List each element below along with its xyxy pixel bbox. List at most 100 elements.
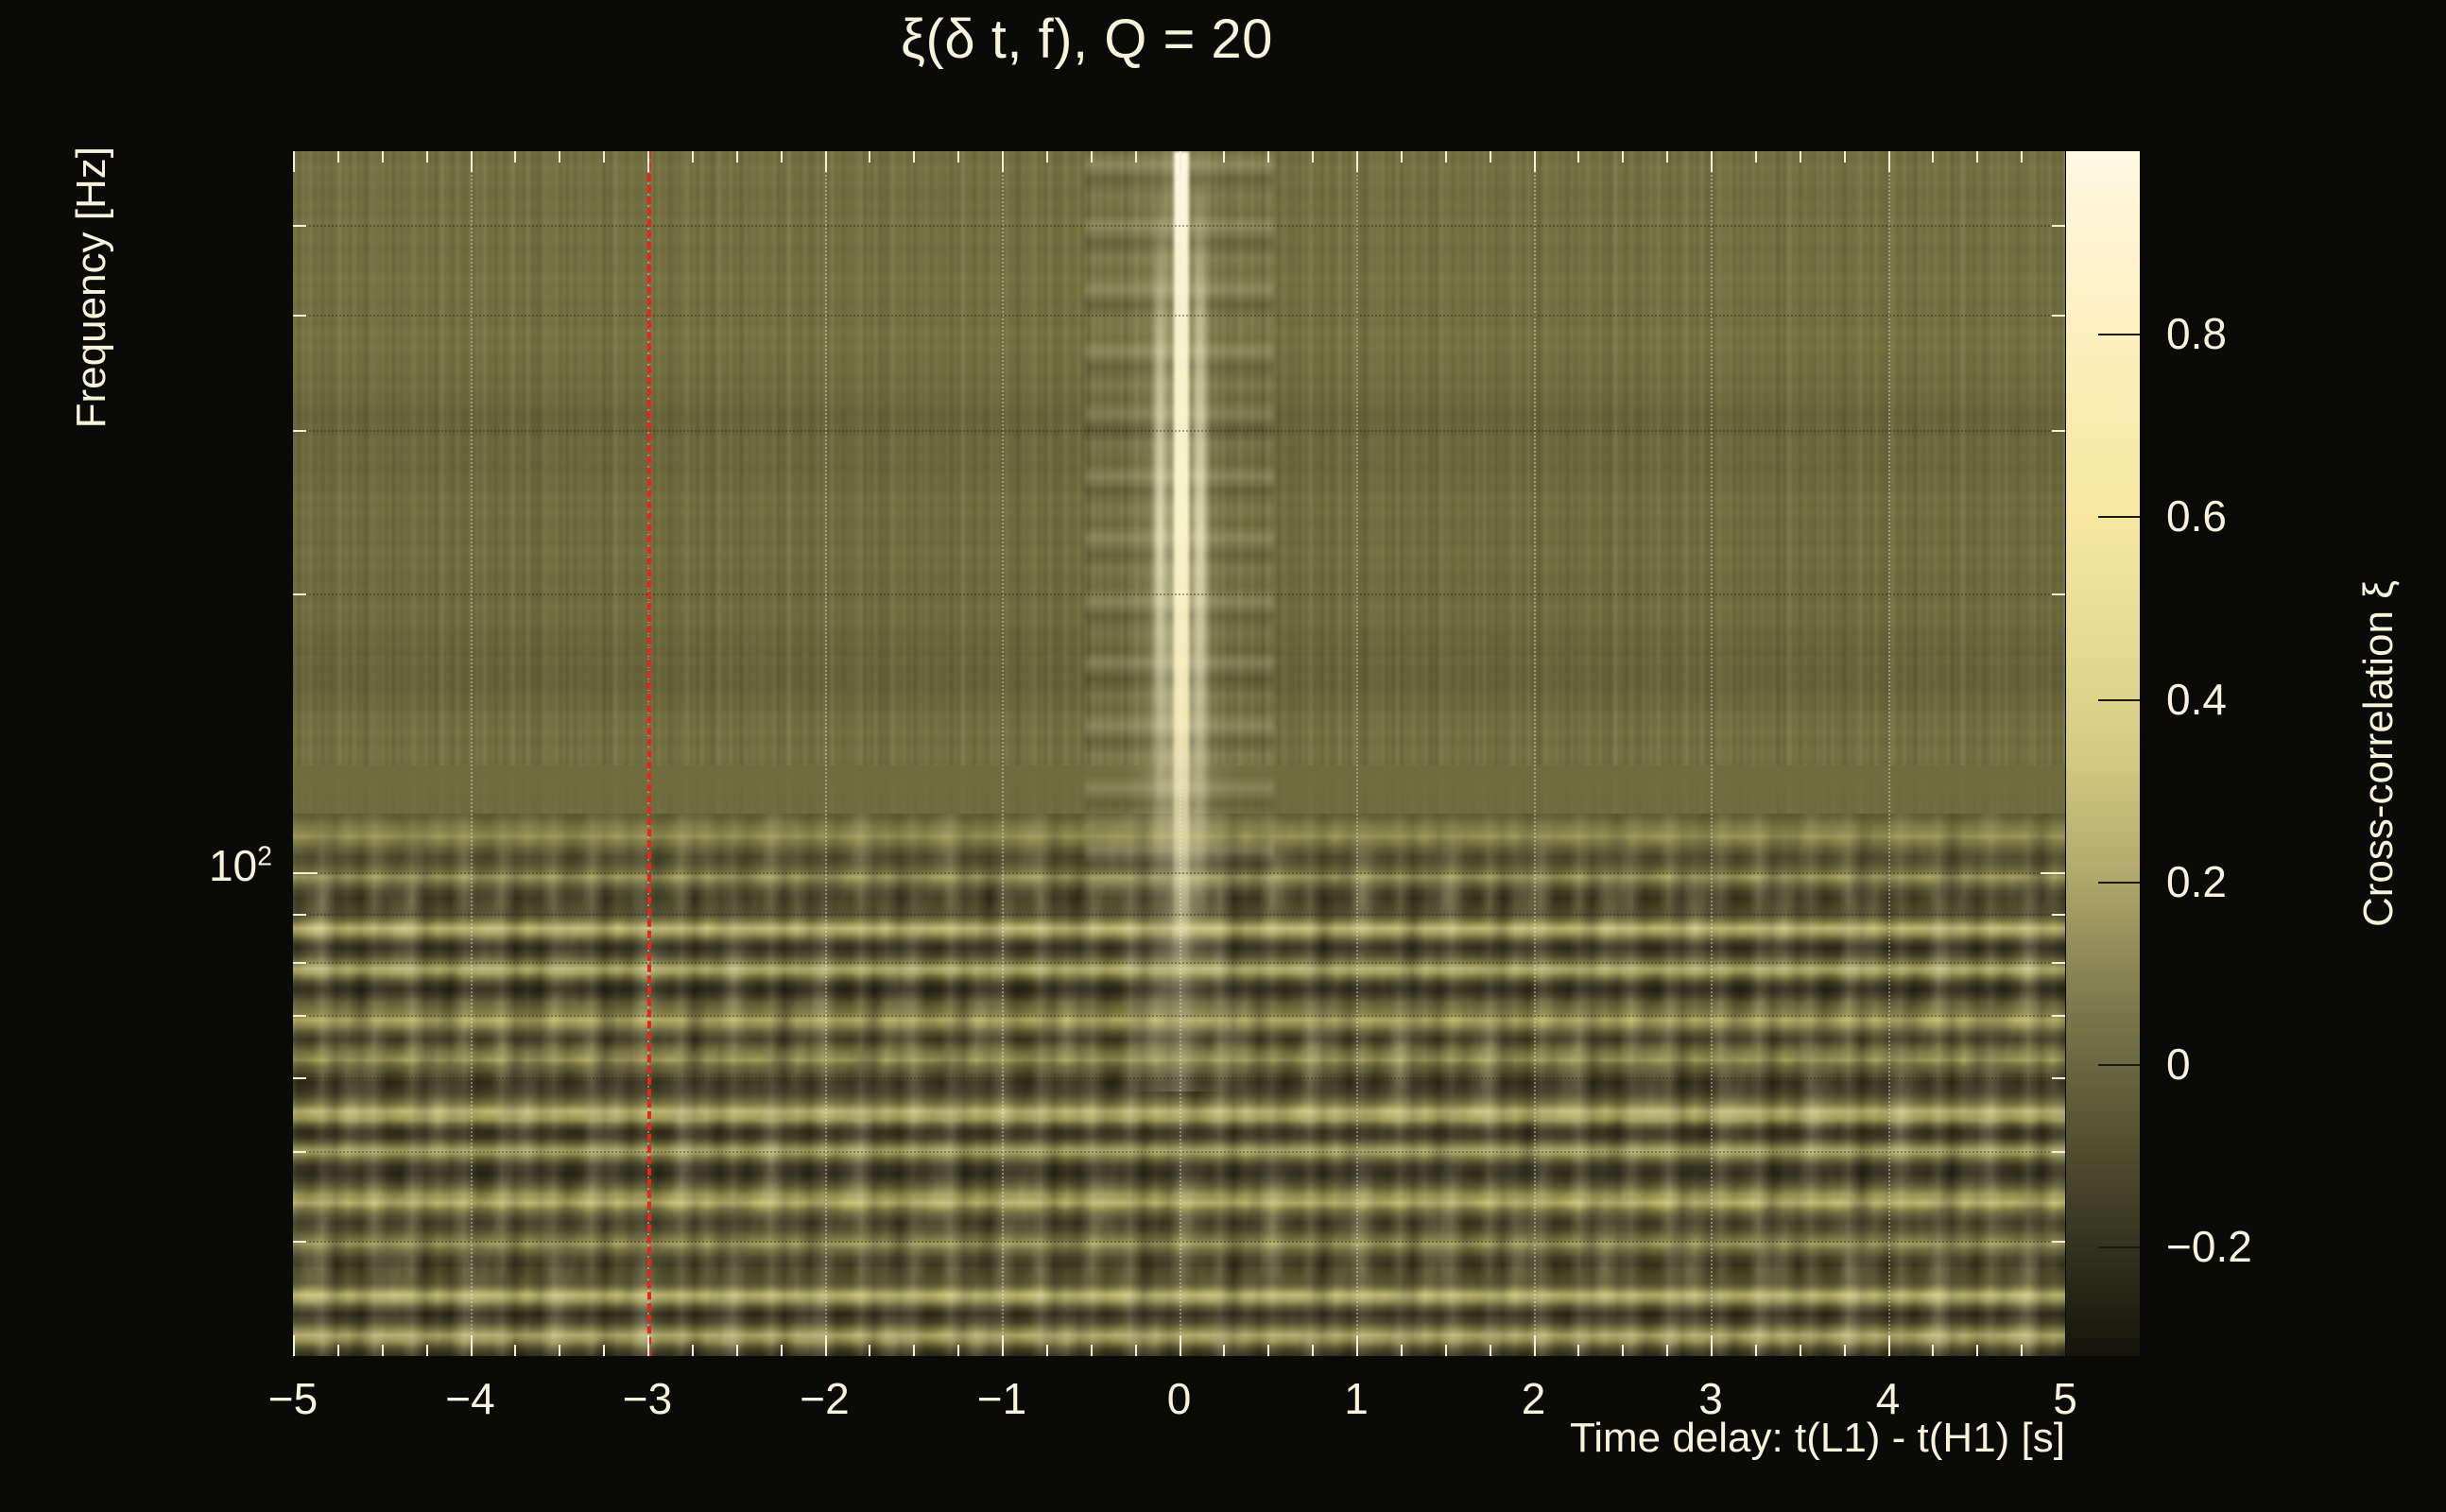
grid-line-horizontal xyxy=(293,224,2065,227)
x-axis-minor-tick xyxy=(1489,1345,1491,1356)
grid-line-horizontal xyxy=(293,593,2065,595)
grid-line-vertical xyxy=(470,151,473,1356)
x-axis-tick xyxy=(824,1335,827,1356)
x-axis-minor-tick xyxy=(1400,1345,1403,1356)
y-axis-minor-tick xyxy=(293,1015,306,1018)
y-axis-minor-tick xyxy=(293,961,306,964)
x-axis-minor-tick xyxy=(603,151,606,163)
x-axis-minor-tick xyxy=(425,1345,428,1356)
colorbar-tick xyxy=(2098,516,2140,519)
colorbar-tick-label: 0.8 xyxy=(2166,309,2227,359)
x-axis-minor-tick xyxy=(2021,1345,2024,1356)
x-axis-tick xyxy=(1179,151,1181,172)
grid-line-horizontal xyxy=(293,914,2065,917)
x-axis-tick xyxy=(647,1335,649,1356)
y-axis-tick xyxy=(2041,871,2065,874)
x-axis-tick xyxy=(1356,151,1358,172)
x-axis-minor-tick xyxy=(2021,151,2024,163)
y-axis-minor-tick xyxy=(2052,430,2065,432)
y-axis-minor-tick xyxy=(2052,314,2065,317)
expected-time-delay-marker xyxy=(647,151,651,1356)
y-axis-title: Frequency [Hz] xyxy=(68,146,114,429)
x-axis-minor-tick xyxy=(869,1345,871,1356)
x-axis-tick-label: −1 xyxy=(976,1374,1027,1423)
x-axis-minor-tick xyxy=(1489,151,1491,163)
grid-line-vertical xyxy=(1179,151,1181,1356)
grid-line-horizontal xyxy=(293,1076,2065,1079)
x-axis-tick xyxy=(1002,151,1004,172)
x-axis-minor-tick xyxy=(1976,151,1979,163)
x-axis-minor-tick xyxy=(1267,151,1270,163)
x-axis-tick xyxy=(470,1335,473,1356)
grid-lines xyxy=(293,151,2065,1356)
y-axis-minor-tick xyxy=(2052,1076,2065,1079)
y-axis-minor-tick xyxy=(293,1150,306,1153)
grid-line-horizontal xyxy=(293,314,2065,317)
x-axis-minor-tick xyxy=(1045,151,1048,163)
x-axis-minor-tick xyxy=(1932,1345,1935,1356)
x-axis-tick-label: 0 xyxy=(1166,1374,1192,1423)
x-axis-minor-tick xyxy=(1045,1345,1048,1356)
x-axis-tick xyxy=(1711,151,1713,172)
colorbar-tick xyxy=(2098,1246,2140,1249)
grid-line-horizontal xyxy=(293,430,2065,432)
x-axis-minor-tick xyxy=(913,1345,916,1356)
x-axis-minor-tick xyxy=(1134,1345,1137,1356)
heatmap-plot-area xyxy=(293,151,2065,1356)
x-axis-tick-label: −3 xyxy=(622,1374,673,1423)
x-axis-tick xyxy=(293,151,295,172)
y-axis-tick-label: 102 xyxy=(208,840,272,890)
x-axis-tick xyxy=(1002,1335,1004,1356)
colorbar-tick xyxy=(2098,881,2140,884)
x-axis-minor-tick xyxy=(691,151,694,163)
y-axis-minor-tick xyxy=(2052,1150,2065,1153)
x-axis-minor-tick xyxy=(1843,1345,1846,1356)
x-axis-minor-tick xyxy=(1267,1345,1270,1356)
x-axis-minor-tick xyxy=(735,151,738,163)
x-axis-minor-tick xyxy=(1090,151,1093,163)
x-axis-tick-label: 2 xyxy=(1521,1374,1546,1423)
x-axis-minor-tick xyxy=(1622,151,1625,163)
low-frequency-noise-band xyxy=(293,814,2065,1356)
x-axis-tick-label: −4 xyxy=(445,1374,495,1423)
x-axis-minor-tick xyxy=(559,1345,561,1356)
x-axis-minor-tick xyxy=(1799,1345,1801,1356)
x-axis-minor-tick xyxy=(1754,151,1757,163)
x-axis-minor-tick xyxy=(957,1345,960,1356)
coherent-peak-sidelobe-left xyxy=(1154,187,1164,886)
x-axis-minor-tick xyxy=(381,151,384,163)
y-axis-minor-tick xyxy=(293,914,306,917)
y-axis-minor-tick xyxy=(2052,914,2065,917)
y-axis-minor-tick xyxy=(2052,1240,2065,1243)
y-axis-minor-tick xyxy=(293,1240,306,1243)
coherent-peak-sidelobe-right xyxy=(1194,175,1206,922)
x-axis-tick xyxy=(1533,1335,1536,1356)
x-axis-tick xyxy=(1887,151,1890,172)
y-axis-tick xyxy=(293,871,318,874)
colorbar-tick-label: 0.4 xyxy=(2166,674,2227,724)
x-axis-minor-tick xyxy=(1843,151,1846,163)
y-axis-minor-tick xyxy=(2052,224,2065,227)
x-axis-minor-tick xyxy=(1312,1345,1315,1356)
x-axis-tick xyxy=(470,151,473,172)
colorbar-tick xyxy=(2098,698,2140,701)
x-axis-tick-label: 1 xyxy=(1344,1374,1369,1423)
colorbar-tick-label: 0.2 xyxy=(2166,856,2227,906)
grid-line-horizontal xyxy=(293,961,2065,964)
y-axis-minor-tick xyxy=(293,1076,306,1079)
x-axis-minor-tick xyxy=(780,1345,783,1356)
x-axis-minor-tick xyxy=(336,151,339,163)
y-axis-minor-tick xyxy=(293,224,306,227)
grid-line-vertical xyxy=(1002,151,1004,1356)
x-axis-tick xyxy=(824,151,827,172)
grid-line-vertical xyxy=(1887,151,1890,1356)
x-axis-minor-tick xyxy=(1090,1345,1093,1356)
x-axis-minor-tick xyxy=(1134,151,1137,163)
x-axis-tick-label: 4 xyxy=(1875,1374,1901,1423)
y-axis-minor-tick xyxy=(2052,1015,2065,1018)
x-axis-minor-tick xyxy=(1444,151,1447,163)
x-axis-minor-tick xyxy=(1622,1345,1625,1356)
x-axis-minor-tick xyxy=(1444,1345,1447,1356)
x-axis-minor-tick xyxy=(381,1345,384,1356)
x-axis-minor-tick xyxy=(603,1345,606,1356)
